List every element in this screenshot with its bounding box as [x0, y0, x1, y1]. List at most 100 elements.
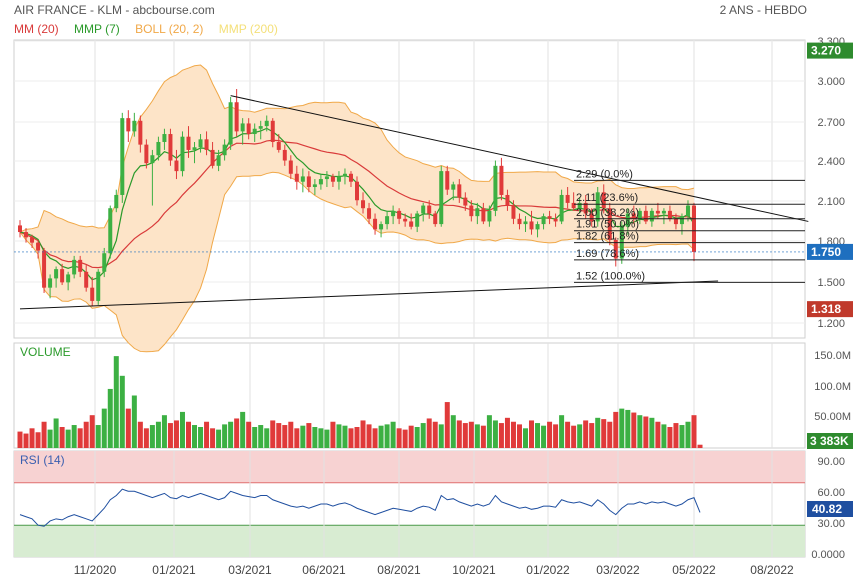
candle-body — [469, 205, 474, 217]
candle-body — [150, 155, 155, 164]
candle-body — [625, 213, 630, 227]
volume-bar — [631, 412, 637, 448]
volume-bar — [41, 421, 47, 448]
legend-boll[interactable]: BOLL (20, 2) — [135, 22, 204, 36]
volume-bar — [474, 424, 480, 448]
volume-tick-label: 150.0M — [814, 350, 851, 362]
volume-bar — [547, 421, 553, 448]
candle-body — [72, 259, 77, 275]
volume-bar — [553, 424, 559, 448]
candle-body — [487, 210, 492, 222]
legend-mm20[interactable]: MM (20) — [14, 22, 59, 36]
volume-bar — [432, 421, 438, 448]
price-tick-label: 1.200 — [817, 318, 845, 330]
candle-body — [355, 181, 359, 201]
volume-bar — [595, 417, 601, 448]
volume-bar — [198, 427, 204, 448]
candle-body — [583, 202, 588, 214]
candle-body — [529, 221, 534, 230]
candle-body — [300, 176, 305, 182]
candle-body — [258, 126, 263, 129]
volume-bar — [336, 424, 342, 448]
volume-bar — [456, 420, 462, 448]
x-tick-label: 08/2021 — [377, 563, 421, 577]
volume-bar — [113, 356, 119, 448]
volume-bar — [47, 429, 53, 448]
volume-bar — [59, 427, 65, 448]
candle-body — [475, 208, 480, 217]
candle-body — [348, 173, 353, 182]
volume-bar — [661, 424, 667, 448]
volume-bar — [637, 415, 643, 448]
volume-bar — [577, 424, 583, 448]
candle-body — [409, 221, 414, 227]
volume-bar — [186, 421, 191, 448]
candle-body — [252, 128, 257, 135]
volume-bar — [655, 421, 661, 448]
volume-bar — [161, 415, 167, 448]
volume-bar — [426, 418, 432, 448]
candle-body — [318, 179, 323, 185]
trendlines — [19, 95, 809, 310]
rsi-title: RSI (14) — [20, 453, 65, 467]
x-tick-label: 08/2022 — [750, 563, 794, 577]
volume-bar — [583, 420, 589, 448]
volume-bar — [643, 416, 649, 448]
fib-label: 1.69 (78.6%) — [576, 248, 639, 260]
candle-body — [216, 155, 221, 166]
volume-bar — [691, 415, 697, 448]
volume-bar — [685, 421, 691, 448]
candle-body — [222, 144, 227, 156]
candle-body — [601, 192, 606, 209]
volume-bar — [125, 408, 131, 448]
volume-bar — [673, 423, 679, 448]
trendline — [19, 280, 719, 310]
rsi-tick-label: 90.00 — [817, 456, 845, 468]
candle-body — [138, 120, 143, 145]
volume-bar — [17, 431, 23, 448]
candle-body — [84, 271, 89, 288]
candle-body — [228, 102, 233, 145]
volume-bar — [372, 428, 378, 448]
volume-bar — [619, 408, 625, 448]
candle-body — [547, 216, 552, 219]
volume-bar — [282, 425, 288, 448]
candle-body — [288, 160, 293, 174]
candle-body — [607, 208, 612, 240]
trendline — [230, 95, 809, 222]
volume-bar — [498, 423, 504, 448]
candle-body — [180, 136, 185, 172]
volume-bar — [354, 427, 360, 448]
volume-bar — [384, 424, 390, 448]
volume-bar — [625, 409, 631, 448]
rsi-badge — [807, 501, 853, 517]
candle-body — [595, 192, 600, 222]
volume-badge-label: 3 383K — [810, 434, 849, 448]
legend-mmp200[interactable]: MMP (200) — [218, 22, 278, 36]
volume-bar — [143, 428, 149, 448]
rsi-tick-label: 60.00 — [817, 487, 845, 499]
volume-bar — [53, 418, 59, 448]
volume-bar — [510, 421, 516, 448]
volume-bar — [137, 421, 143, 448]
legend-mmp7[interactable]: MMP (7) — [74, 22, 120, 36]
candle-body — [391, 210, 396, 217]
volume-bar — [89, 415, 95, 448]
volume-bar — [264, 428, 270, 448]
x-tick-label: 05/2022 — [672, 563, 716, 577]
volume-tick-label: 50.00M — [814, 411, 851, 423]
candle-body — [30, 237, 35, 243]
candle-body — [96, 271, 101, 301]
candle-body — [246, 123, 251, 135]
volume-bar — [396, 428, 402, 448]
volume-bar — [276, 423, 282, 448]
x-tick-label: 01/2021 — [152, 563, 196, 577]
candle-body — [126, 118, 131, 132]
mm20-line — [19, 139, 695, 269]
candle-body — [463, 197, 468, 206]
volume-bar — [258, 425, 264, 448]
price-badge-label: 3.270 — [811, 44, 841, 58]
candle-body — [204, 139, 209, 150]
candle-body — [330, 176, 335, 182]
